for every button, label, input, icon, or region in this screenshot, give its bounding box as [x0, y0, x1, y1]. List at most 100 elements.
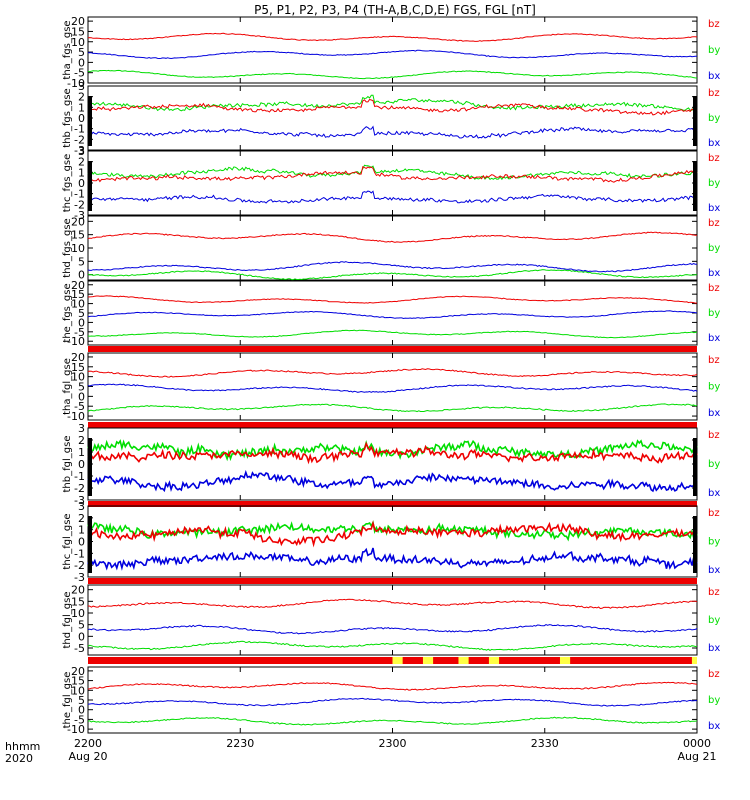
status-bar-yellow	[392, 657, 403, 664]
y-tick-label: 10	[71, 242, 85, 255]
y-tick-label: 0	[78, 704, 85, 717]
status-bar	[88, 422, 697, 428]
series-bz	[87, 520, 698, 548]
y-tick-label: -5	[74, 713, 85, 726]
panel-frame	[87, 215, 698, 281]
panel-frame	[87, 85, 698, 151]
legend-bx: bx	[708, 203, 720, 214]
series-bz	[87, 681, 698, 691]
y-tick-label: 1	[78, 101, 85, 114]
legend-by: by	[708, 45, 720, 56]
mask-right	[693, 516, 697, 573]
mask-right	[693, 161, 697, 211]
legend-bx: bx	[708, 71, 720, 82]
y-tick-label: 0	[78, 177, 85, 190]
series-bx	[87, 383, 698, 393]
y-tick-label: 1	[78, 524, 85, 537]
series-by	[87, 329, 698, 339]
x-tick-label: 2200	[74, 737, 102, 750]
y-tick-label: -1	[74, 547, 85, 560]
status-bar-yellow	[559, 657, 571, 664]
legend-bz: bz	[708, 508, 720, 519]
y-tick-label: 15	[71, 675, 85, 688]
series-bx	[87, 310, 698, 320]
y-tick-label: 5	[78, 694, 85, 707]
series-bx	[87, 547, 698, 571]
x-tick-label: 2330	[531, 737, 559, 750]
y-axis-label: thc_fgl_gse	[62, 513, 73, 569]
series-bx	[87, 190, 698, 204]
y-tick-label: -5	[74, 400, 85, 413]
y-tick-label: 10	[71, 684, 85, 697]
legend-bx: bx	[708, 333, 720, 344]
y-tick-label: 15	[71, 595, 85, 608]
y-tick-label: 3	[78, 500, 85, 513]
legend-bz: bz	[708, 153, 720, 164]
series-by	[87, 164, 698, 181]
y-tick-label: -10	[67, 723, 85, 736]
legend-bz: bz	[708, 355, 720, 366]
series-bx	[87, 469, 698, 493]
mask-right	[693, 96, 697, 146]
y-tick-label: -2	[74, 559, 85, 572]
series-bz	[87, 368, 698, 378]
series-bz	[88, 98, 698, 116]
legend-bx: bx	[708, 268, 720, 279]
legend-bx: bx	[708, 138, 720, 149]
chart-title: P5, P1, P2, P3, P4 (TH-A,B,C,D,E) FGS, F…	[254, 3, 536, 17]
y-tick-label: 0	[78, 56, 85, 69]
series-bx	[87, 261, 697, 273]
y-tick-label: 0	[78, 630, 85, 643]
y-tick-label: 10	[71, 298, 85, 311]
y-tick-label: 5	[78, 381, 85, 394]
series-by	[87, 439, 698, 462]
y-tick-label: 20	[71, 215, 85, 228]
y-tick-label: 0	[78, 112, 85, 125]
y-tick-label: 1	[78, 446, 85, 459]
y-tick-label: -1	[74, 188, 85, 201]
series-by	[87, 403, 698, 413]
y-tick-label: 10	[71, 607, 85, 620]
y-axis-label: the_fgs_gse	[62, 283, 73, 342]
y-tick-label: -1	[74, 470, 85, 483]
y-axis-label: the_fgl_gse	[62, 672, 73, 729]
y-tick-label: -2	[74, 482, 85, 495]
legend-by: by	[708, 537, 720, 548]
y-tick-label: -3	[74, 571, 85, 584]
mask-left	[88, 161, 92, 211]
y-tick-label: 2	[78, 156, 85, 169]
y-axis-label: thd_fgl_gse	[62, 592, 73, 649]
legend-bz: bz	[708, 88, 720, 99]
y-tick-label: -10	[67, 335, 85, 348]
y-tick-label: -2	[74, 133, 85, 146]
series-bz	[87, 231, 698, 243]
y-tick-label: 0	[78, 269, 85, 282]
status-bar-yellow	[691, 657, 697, 664]
legend-by: by	[708, 382, 720, 393]
mask-left	[88, 96, 92, 146]
x-tick-sublabel: Aug 20	[69, 750, 108, 763]
series-by	[87, 640, 698, 651]
series-by	[87, 716, 698, 726]
y-tick-label: 15	[71, 229, 85, 242]
legend-bx: bx	[708, 643, 720, 654]
series-bx	[87, 624, 698, 635]
x-tick-label: 2300	[379, 737, 407, 750]
legend-by: by	[708, 178, 720, 189]
y-tick-label: 0	[78, 316, 85, 329]
y-tick-label: -2	[74, 198, 85, 211]
y-tick-label: 5	[78, 46, 85, 59]
y-tick-label: -3	[74, 494, 85, 507]
y-axis-label: thd_fgs_gse	[62, 218, 73, 277]
y-tick-label: -10	[67, 77, 85, 90]
y-tick-label: -10	[67, 410, 85, 423]
y-tick-label: 5	[78, 307, 85, 320]
